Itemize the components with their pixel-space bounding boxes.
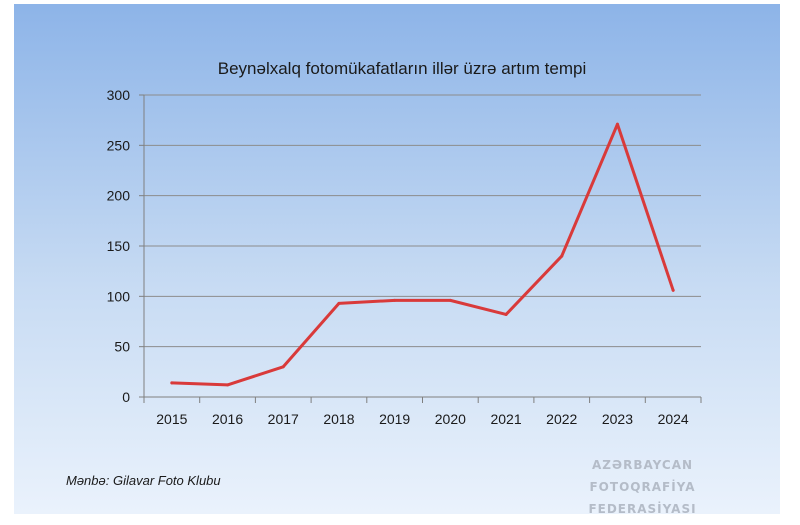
data-point-2020 [448,298,452,302]
data-point-2022 [560,254,564,258]
x-tick-label: 2024 [658,411,689,427]
x-tick-label: 2023 [602,411,633,427]
watermark-line-1: AZƏRBAYCAN FOTOQRAFİYA [589,458,696,494]
x-tick-label: 2016 [212,411,243,427]
x-tick-label: 2020 [435,411,466,427]
x-tick-label: 2022 [546,411,577,427]
x-tick-label: 2021 [490,411,521,427]
y-tick-label: 200 [107,188,131,204]
y-tick-label: 50 [114,339,130,355]
x-tick-label: 2015 [156,411,187,427]
y-tick-labels: 0 50 100 150 200 250 300 [107,87,131,405]
source-note: Mənbə: Gilavar Foto Klubu [66,473,221,488]
data-point-2017 [281,365,285,369]
x-tick-label: 2018 [323,411,354,427]
y-tick-label: 250 [107,137,131,153]
watermark-line-2: FEDERASİYASI [588,502,697,516]
y-tick-label: 100 [107,288,131,304]
data-point-2018 [337,301,341,305]
x-tick-label: 2017 [268,411,299,427]
chart-background [14,4,780,514]
y-tick-label: 150 [107,238,131,254]
y-tick-label: 0 [122,389,130,405]
data-point-2016 [226,383,230,387]
data-point-2023 [615,122,619,126]
data-point-2015 [170,381,174,385]
data-point-2019 [393,298,397,302]
x-tick-labels: 2015 2016 2017 2018 2019 2020 2021 2022 2023 2024 [156,411,689,427]
series-line-0 [170,122,675,387]
watermark-logo: AZƏRBAYCAN FOTOQRAFİYA FEDERASİYASI [540,454,745,520]
data-point-2021 [504,312,508,316]
grid-lines [144,94,701,348]
x-tick-label: 2019 [379,411,410,427]
y-tick-label: 300 [107,87,131,103]
axes [139,94,702,403]
chart-title: Beynəlxalq fotomükafatların illər üzrə a… [218,59,587,78]
data-point-2024 [671,288,675,292]
series-group [170,122,675,387]
